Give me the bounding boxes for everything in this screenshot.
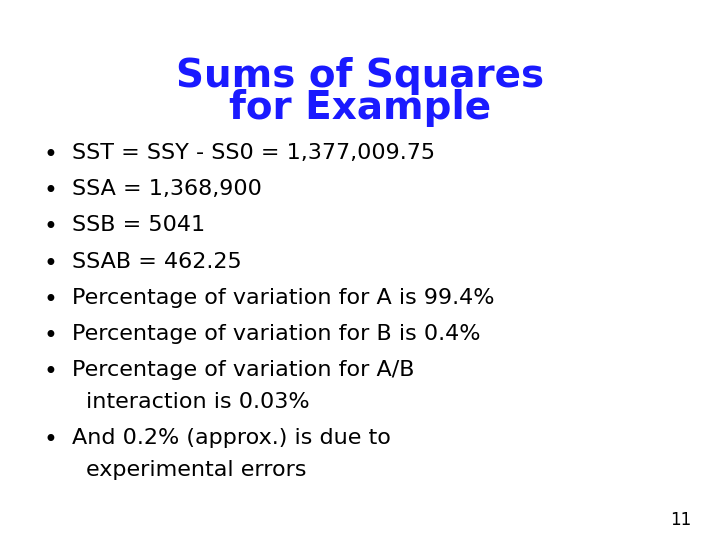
Text: •: •: [43, 428, 58, 451]
Text: 11: 11: [670, 511, 691, 529]
Text: SSA = 1,368,900: SSA = 1,368,900: [72, 179, 262, 199]
Text: Percentage of variation for A is 99.4%: Percentage of variation for A is 99.4%: [72, 288, 495, 308]
Text: •: •: [43, 252, 58, 275]
Text: for Example: for Example: [229, 89, 491, 127]
Text: •: •: [43, 288, 58, 312]
Text: •: •: [43, 143, 58, 167]
Text: •: •: [43, 215, 58, 239]
Text: interaction is 0.03%: interaction is 0.03%: [86, 392, 310, 412]
Text: Percentage of variation for A/B: Percentage of variation for A/B: [72, 360, 415, 380]
Text: SSB = 5041: SSB = 5041: [72, 215, 205, 235]
Text: Percentage of variation for B is 0.4%: Percentage of variation for B is 0.4%: [72, 324, 480, 344]
Text: •: •: [43, 360, 58, 384]
Text: SSAB = 462.25: SSAB = 462.25: [72, 252, 242, 272]
Text: experimental errors: experimental errors: [86, 460, 307, 480]
Text: And 0.2% (approx.) is due to: And 0.2% (approx.) is due to: [72, 428, 391, 448]
Text: Sums of Squares: Sums of Squares: [176, 57, 544, 94]
Text: SST = SSY - SS0 = 1,377,009.75: SST = SSY - SS0 = 1,377,009.75: [72, 143, 435, 163]
Text: •: •: [43, 324, 58, 348]
Text: •: •: [43, 179, 58, 203]
